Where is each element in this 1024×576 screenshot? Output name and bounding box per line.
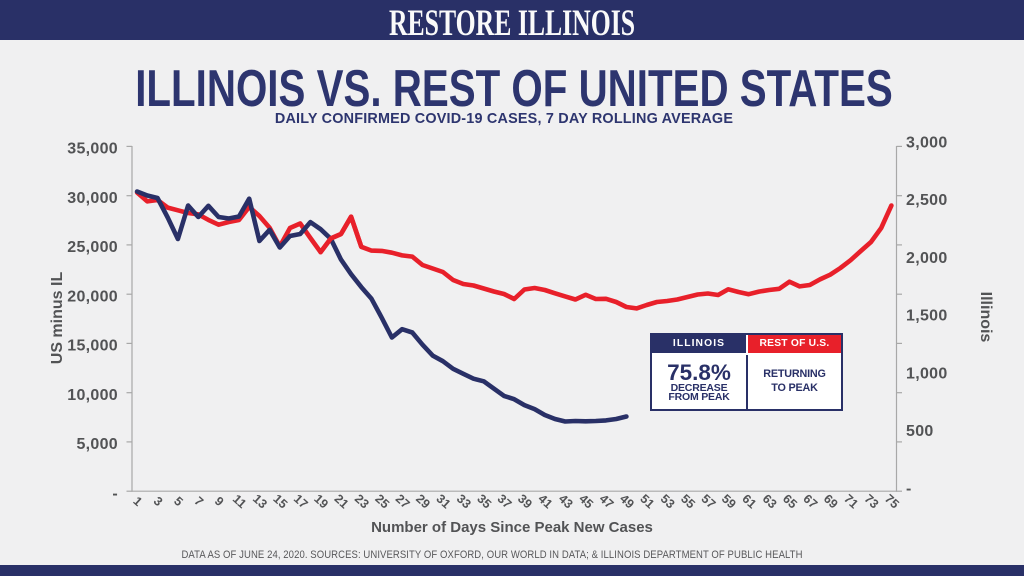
svg-text:13: 13	[250, 492, 270, 512]
svg-text:39: 39	[515, 492, 535, 512]
svg-text:5,000: 5,000	[76, 436, 118, 453]
svg-text:27: 27	[393, 492, 413, 512]
svg-text:15: 15	[270, 492, 290, 512]
svg-text:75: 75	[882, 492, 902, 512]
svg-text:23: 23	[352, 492, 372, 512]
svg-text:37: 37	[495, 492, 515, 512]
svg-text:59: 59	[719, 492, 739, 512]
svg-text:55: 55	[678, 492, 698, 512]
svg-text:30,000: 30,000	[67, 190, 118, 207]
svg-text:35: 35	[474, 492, 494, 512]
svg-text:25: 25	[372, 492, 392, 512]
svg-text:11: 11	[230, 492, 249, 511]
svg-text:2,500: 2,500	[906, 192, 948, 209]
svg-text:15,000: 15,000	[67, 338, 118, 355]
svg-text:7: 7	[192, 494, 207, 509]
svg-text:67: 67	[800, 492, 820, 512]
svg-text:19: 19	[311, 492, 331, 512]
svg-text:41: 41	[535, 492, 555, 512]
svg-text:25,000: 25,000	[67, 239, 118, 256]
svg-text:49: 49	[617, 492, 637, 512]
svg-text:3,000: 3,000	[906, 135, 948, 152]
svg-text:35,000: 35,000	[67, 141, 118, 158]
svg-text:3: 3	[151, 494, 166, 509]
svg-text:63: 63	[760, 492, 780, 512]
svg-text:51: 51	[637, 492, 657, 512]
svg-text:57: 57	[699, 492, 719, 512]
svg-text:65: 65	[780, 492, 800, 512]
svg-text:10,000: 10,000	[67, 387, 118, 404]
svg-text:47: 47	[597, 492, 617, 512]
svg-text:73: 73	[862, 492, 882, 512]
svg-text:45: 45	[576, 492, 596, 512]
svg-text:2,000: 2,000	[906, 250, 948, 267]
svg-text:1,500: 1,500	[906, 308, 948, 325]
svg-text:500: 500	[906, 423, 934, 440]
svg-text:21: 21	[332, 492, 352, 512]
svg-text:71: 71	[841, 492, 861, 512]
svg-text:1: 1	[130, 494, 145, 509]
svg-text:31: 31	[434, 492, 454, 512]
svg-text:9: 9	[212, 494, 227, 509]
svg-text:43: 43	[556, 492, 576, 512]
svg-text:-: -	[112, 485, 118, 502]
svg-text:33: 33	[454, 492, 474, 512]
svg-text:5: 5	[171, 494, 186, 509]
svg-text:-: -	[906, 481, 912, 498]
svg-text:53: 53	[658, 492, 678, 512]
svg-text:20,000: 20,000	[67, 288, 118, 305]
svg-text:61: 61	[739, 492, 759, 512]
svg-text:69: 69	[821, 492, 841, 512]
svg-text:17: 17	[291, 492, 311, 512]
svg-text:1,000: 1,000	[906, 365, 948, 382]
svg-text:29: 29	[413, 492, 433, 512]
